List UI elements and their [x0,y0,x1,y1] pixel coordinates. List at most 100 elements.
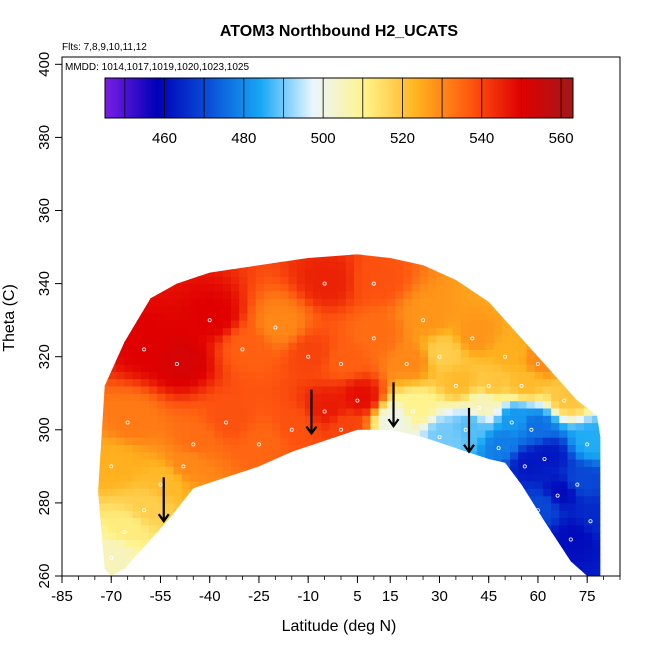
heatmap-cell [182,576,191,584]
heatmap-cell [444,298,454,307]
heatmap-cell [132,415,142,424]
heatmap-cell [149,429,158,438]
heatmap-cell [436,371,445,380]
heatmap-cell [165,576,174,584]
heatmap-cell [140,459,150,467]
heatmap-cell [132,429,142,438]
heatmap-cell [296,334,306,343]
heatmap-cell [206,451,216,460]
heatmap-cell [222,320,232,329]
heatmap-cell [575,466,585,475]
heatmap-cell [99,393,109,402]
sample-point [142,508,147,513]
heatmap-cell [149,532,158,540]
heatmap-cell [239,312,248,321]
sample-point [519,383,524,388]
heatmap-cell [477,364,486,372]
heatmap-cell [190,290,199,299]
heatmap-cell [255,459,265,467]
heatmap-cell [575,429,585,438]
heatmap-cell [313,576,322,584]
heatmap-cell [419,327,429,336]
heatmap-cell [222,459,232,467]
heatmap-cell [395,407,404,416]
heatmap-cell [255,290,265,299]
heatmap-cell [140,342,150,350]
heatmap-cell [395,422,404,431]
heatmap-cell [173,283,183,292]
heatmap-cell [288,334,298,343]
heatmap-cell [403,342,413,350]
heatmap-cell [387,312,396,321]
heatmap-cell [485,305,495,314]
heatmap-cell [206,342,216,350]
heatmap-cell [411,298,421,307]
heatmap-cell [551,524,560,533]
heatmap-cell [222,276,232,285]
heatmap-cell [330,576,339,584]
heatmap-cell [354,393,363,402]
heatmap-cell [526,356,536,365]
heatmap-cell [214,371,224,380]
heatmap-cell [124,488,134,497]
colorbar-gradient [104,77,574,119]
heatmap-cell [485,320,495,329]
heatmap-cell [280,269,290,277]
heatmap-cell [99,554,109,562]
heatmap-cell [370,305,380,314]
heatmap-cell [346,576,355,584]
heatmap-cell [280,364,290,372]
heatmap-cell [181,327,191,336]
heatmap-cell [501,334,511,343]
heatmap-cell [173,356,183,365]
heatmap-cell [501,422,511,431]
heatmap-cell [428,334,437,343]
heatmap-cell [255,298,265,307]
heatmap-cell [321,385,331,394]
heatmap-cell [542,422,552,431]
heatmap-cell [239,415,248,424]
heatmap-cell [124,444,134,453]
heatmap-cell [452,327,462,336]
heatmap-cell [214,364,224,372]
heatmap-cell [592,459,601,467]
heatmap-cell [403,364,413,372]
heatmap-cell [198,415,207,424]
heatmap-cell [575,444,585,453]
heatmap-cell [485,576,494,584]
heatmap-cell [222,437,232,445]
heatmap-cell [98,481,101,489]
heatmap-cell [231,385,240,394]
heatmap-cell [362,422,372,431]
heatmap-cell [378,400,388,409]
heatmap-cell [436,305,445,314]
heatmap-cell [329,349,339,358]
heatmap-cell [206,305,216,314]
heatmap-cell [239,407,248,416]
heatmap-cell [222,283,232,292]
heatmap-cell [345,312,355,321]
heatmap-cell [542,371,552,380]
heatmap-cell [502,576,511,584]
heatmap-cell [116,539,125,548]
heatmap-cell [247,327,257,336]
heatmap-cell [149,378,158,387]
heatmap-cell [280,283,290,292]
heatmap-cell [329,254,339,263]
heatmap-cell [411,334,421,343]
heatmap-cell [583,407,593,416]
heatmap-cell [370,342,380,350]
heatmap-cell [222,415,232,424]
heatmap-cell [419,283,429,292]
heatmap-cell [288,429,298,438]
heatmap-cell [395,334,404,343]
heatmap-cell [510,407,519,416]
heatmap-cell [419,400,429,409]
heatmap-cell [157,429,166,438]
heatmap-cell [304,283,314,292]
heatmap-cell [280,298,290,307]
heatmap-cell [239,364,248,372]
heatmap-cell [329,342,339,350]
heatmap-cell [165,502,175,511]
heatmap-cell [247,356,257,365]
